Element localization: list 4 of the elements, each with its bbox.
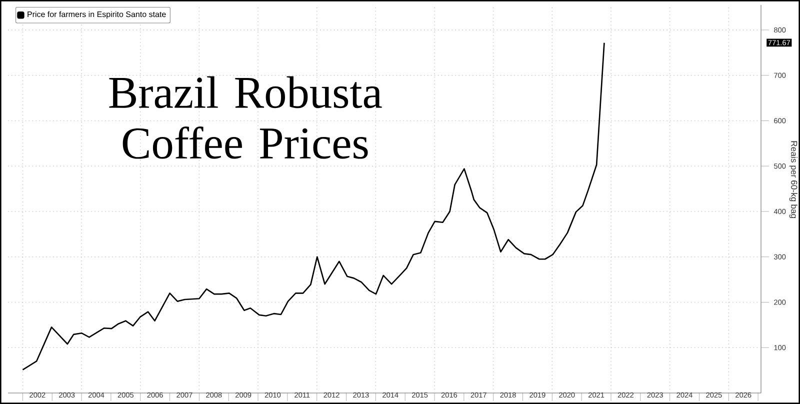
- legend-label: Price for farmers in Espirito Santo state: [28, 11, 166, 19]
- line-series: [22, 42, 605, 371]
- y-axis-title: Reais per 60-kg bag: [789, 141, 798, 218]
- text: Brazil Robusta Coffee Prices: [109, 76, 382, 159]
